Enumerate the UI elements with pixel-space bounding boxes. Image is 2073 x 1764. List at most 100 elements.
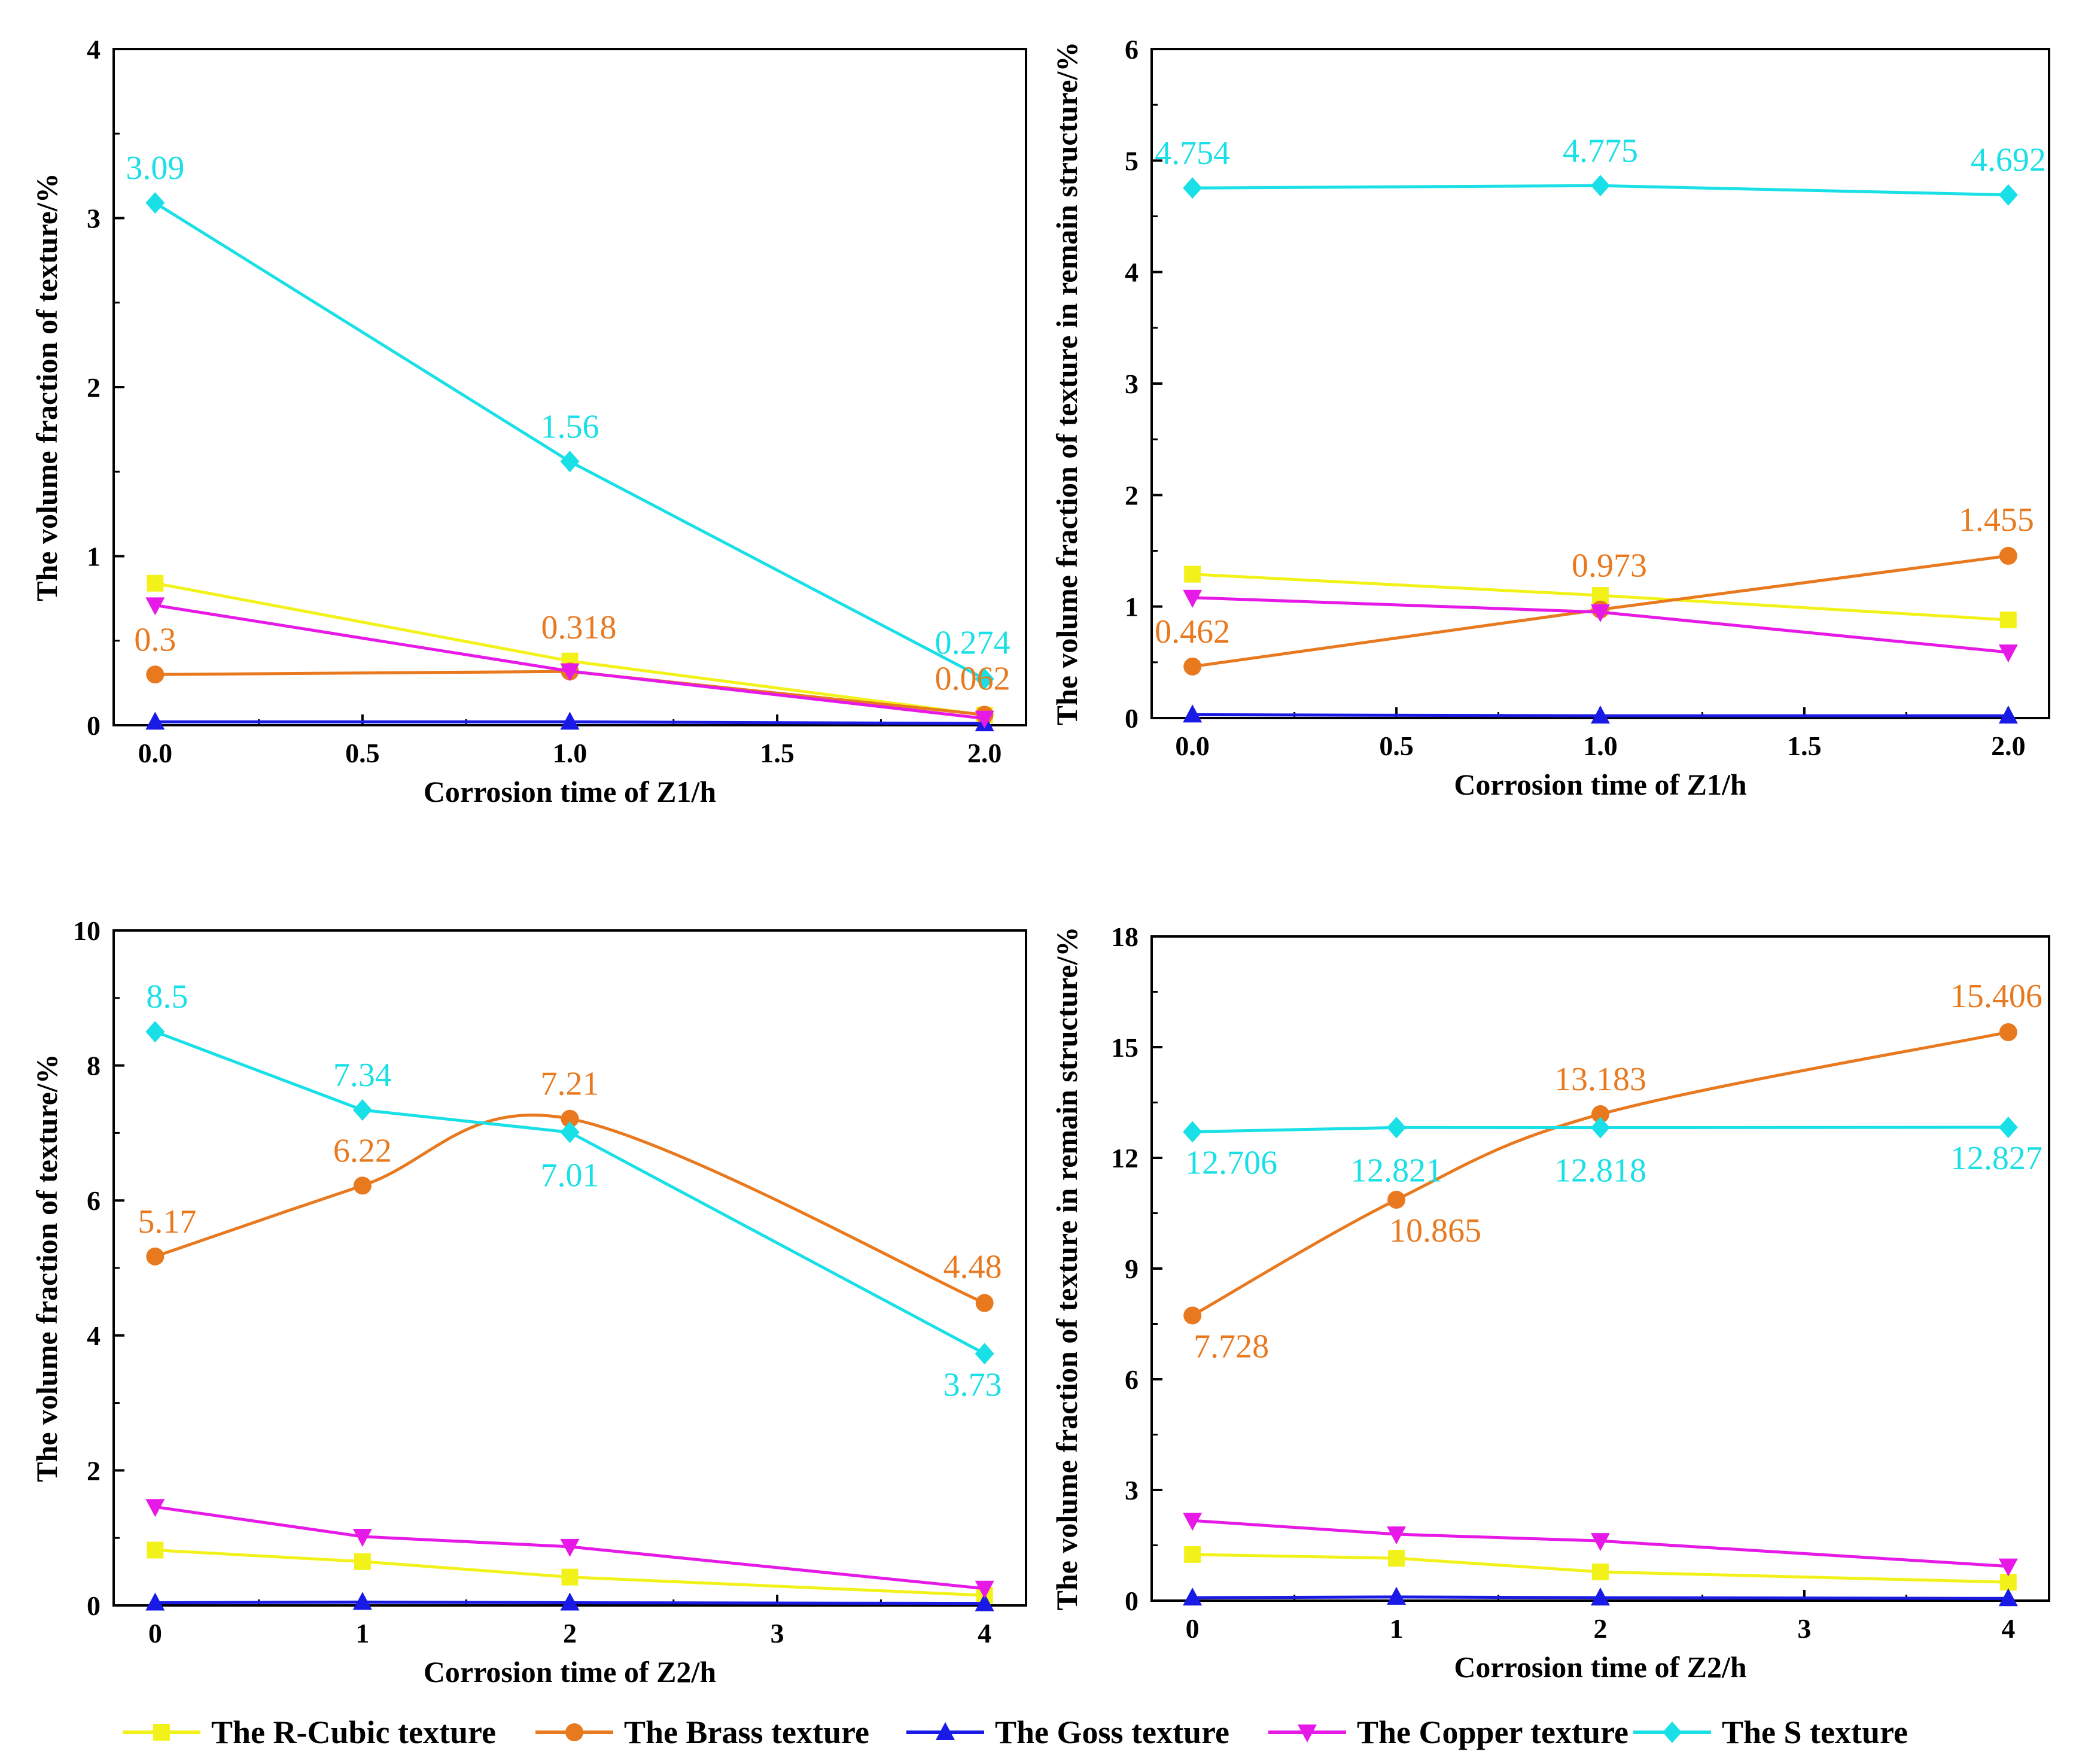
y-axis-label: The volume fraction of texture/% [30,173,63,601]
series-brass [146,1109,994,1312]
legend-marker-rcubic [153,1724,170,1741]
data-label: 4.48 [943,1249,1002,1286]
series-brass [1183,1023,2017,1325]
data-label: 7.21 [541,1066,599,1103]
legend-item-s: The S texture [1633,1714,1908,1750]
y-tick-label: 0 [87,710,101,741]
data-point-s [975,1343,994,1365]
data-point-s [1998,184,2018,206]
data-label: 1.455 [1959,501,2034,539]
x-tick-label: 4 [978,1618,991,1649]
x-tick-label: 2 [563,1618,577,1649]
y-tick-label: 9 [1125,1254,1139,1284]
x-tick-label: 2.0 [1991,731,2026,761]
data-label: 0.062 [935,660,1010,697]
data-point-s [145,192,165,214]
data-point-brass [146,1247,165,1266]
legend-item-rcubic: The R-Cubic texture [123,1714,496,1750]
legend-item-goss: The Goss texture [906,1714,1229,1750]
y-tick-label: 5 [1125,145,1139,176]
data-label: 0.462 [1155,613,1230,650]
series-copper [1183,1513,2018,1577]
plot-frame [112,929,1027,1607]
series-goss [1183,704,2018,724]
data-point-s [1387,1117,1407,1139]
x-tick-label: 2.0 [967,738,1002,768]
data-point-rcubic [1388,1550,1405,1567]
data-point-s [1591,1117,1610,1139]
data-point-brass [1999,546,2017,565]
data-point-copper [975,710,994,729]
chart-panel-top-right: 0.0 0.5 1.0 1.5 2.0 0 1 2 3 4 5 6 Corrosion time of … [1050,34,2050,801]
series-line-brass [154,1114,985,1304]
data-label: 15.406 [1950,978,2042,1015]
data-point-s [1183,177,1203,199]
data-point-copper [145,597,165,616]
data-point-goss [1998,1588,2018,1607]
series-line-rcubic [155,1549,985,1597]
x-axis-label: Corrosion time of Z2/h [1454,1650,1747,1684]
data-point-rcubic [1999,1574,2017,1591]
legend-label: The S texture [1722,1714,1908,1750]
data-point-s [1183,1121,1203,1143]
y-tick-label: 10 [73,916,101,946]
series-rcubic [1184,565,2017,629]
data-label: 0.274 [935,625,1010,662]
data-label: 10.865 [1389,1212,1481,1249]
x-tick-label: 2 [1594,1613,1608,1644]
y-tick-label: 1 [1125,592,1139,622]
data-point-brass [975,1294,994,1312]
data-point-goss [352,1592,372,1610]
data-point-s [145,1021,165,1043]
y-tick-label: 4 [87,34,101,65]
series-line-goss [155,1600,985,1605]
x-tick-label: 1.5 [760,738,795,768]
y-tick-label: 6 [1125,1364,1139,1395]
data-point-brass [353,1176,372,1195]
data-point-goss [975,1593,994,1611]
series-line-rcubic [1192,1553,2008,1584]
y-tick-label: 2 [87,1455,101,1486]
data-point-copper [1591,1533,1610,1552]
series-rcubic [1184,1546,2017,1591]
data-label: 4.754 [1155,135,1230,172]
data-point-rcubic [561,1568,579,1586]
data-point-s [1591,175,1610,197]
chart-panel-top-left: 0.0 0.5 1.0 1.5 2.0 0 1 2 3 4 Corrosion time of Z1… [30,34,1027,808]
data-point-brass [1387,1190,1406,1209]
data-point-rcubic [1184,565,1201,583]
data-label: 0.3 [134,621,176,658]
data-label: 7.01 [541,1157,599,1194]
data-label: 12.706 [1185,1144,1277,1181]
series-s [1183,1117,2018,1143]
legend-label: The Brass texture [624,1714,869,1750]
data-label: 12.818 [1554,1152,1646,1190]
data-point-goss [145,1592,165,1611]
x-axis-label: Corrosion time of Z1/h [1454,768,1747,801]
data-point-copper [560,663,580,682]
series-s [145,192,994,690]
x-tick-label: 3 [771,1618,784,1649]
y-tick-label: 12 [1111,1143,1139,1173]
data-point-goss [1591,1587,1610,1606]
series-line-rcubic [154,582,985,717]
data-point-s [560,1121,580,1143]
data-label: 1.56 [541,408,599,445]
y-tick-label: 0 [1125,703,1139,734]
legend-label: The Copper texture [1357,1714,1628,1750]
data-point-rcubic [1184,1546,1201,1563]
data-point-brass [146,665,165,684]
data-point-rcubic [354,1553,371,1570]
data-label: 7.728 [1194,1328,1269,1365]
legend-marker-copper [1298,1725,1317,1742]
data-point-goss [560,1592,580,1611]
y-tick-label: 1 [87,542,101,572]
series-line-s [1192,1126,2008,1133]
series-copper [1183,589,2018,663]
data-point-rcubic [147,1541,164,1559]
series-goss [145,711,994,732]
legend-item-copper: The Copper texture [1268,1714,1628,1750]
x-tick-label: 1.5 [1787,731,1822,761]
